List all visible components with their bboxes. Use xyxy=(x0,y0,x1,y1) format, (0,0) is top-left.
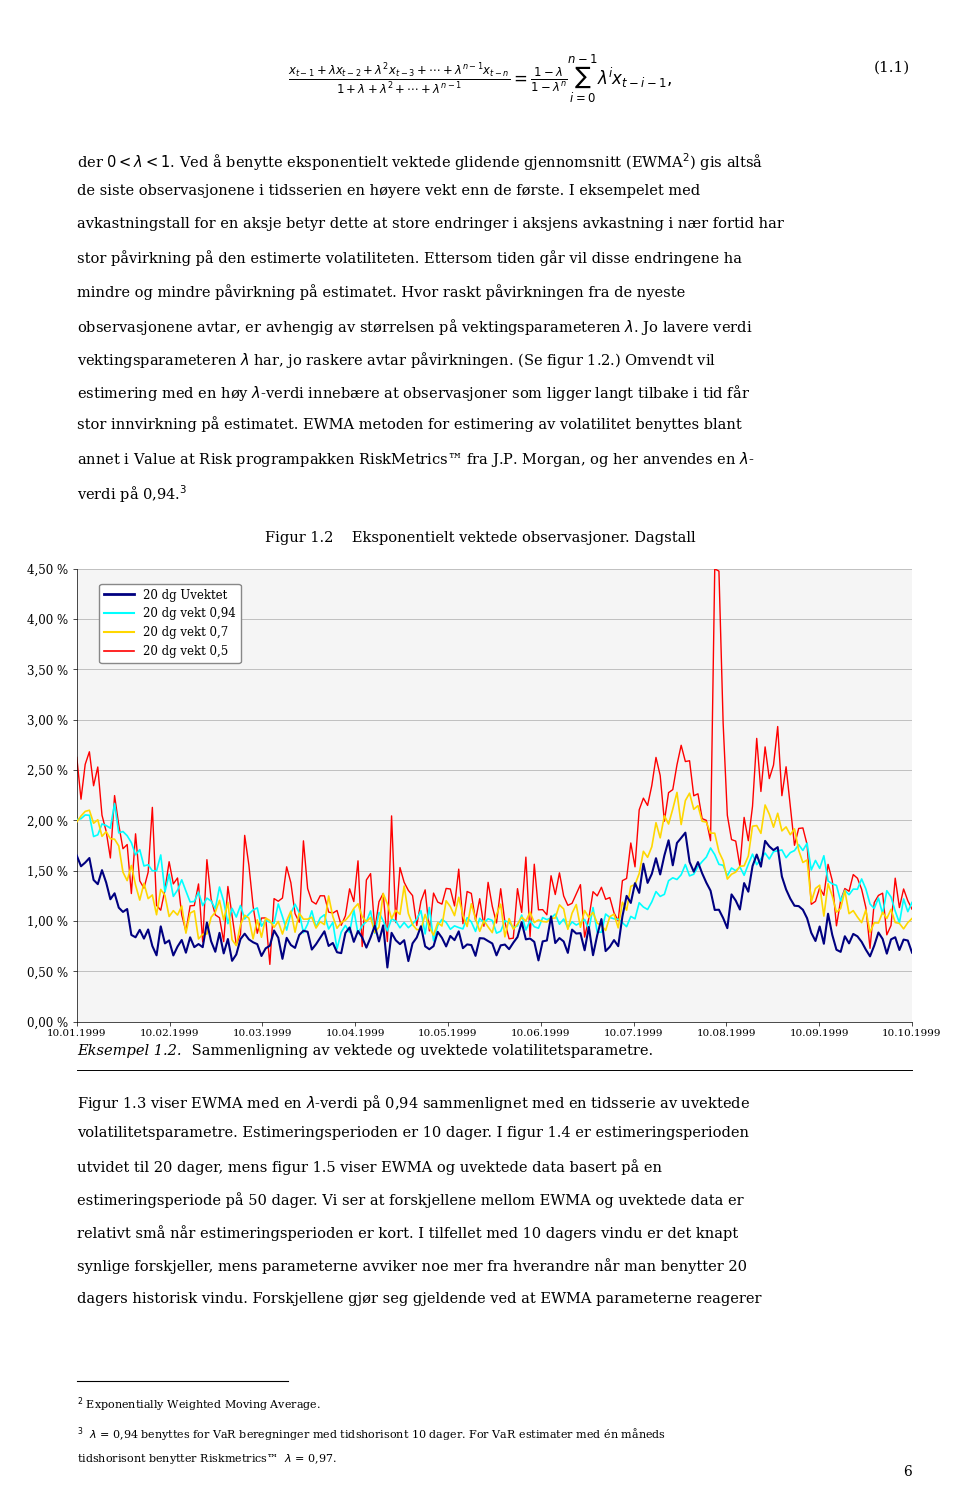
20 dg vekt 0,5 xyxy=(843,883,854,901)
Text: dagers historisk vindu. Forskjellene gjør seg gjeldende ved at EWMA parameterne : dagers historisk vindu. Forskjellene gjø… xyxy=(77,1292,761,1305)
20 dg vekt 0,7 xyxy=(105,830,116,848)
Text: $^2$ Exponentially Weighted Moving Average.: $^2$ Exponentially Weighted Moving Avera… xyxy=(77,1396,321,1414)
Text: Figur 1.2    Eksponentielt vektede observasjoner. Dagstall: Figur 1.2 Eksponentielt vektede observas… xyxy=(265,531,695,545)
Text: (1.1): (1.1) xyxy=(874,60,910,74)
Text: utvidet til 20 dager, mens figur 1.5 viser EWMA og uvektede data basert på en: utvidet til 20 dager, mens figur 1.5 vis… xyxy=(77,1159,661,1176)
20 dg vekt 0,5 xyxy=(121,836,132,854)
Text: mindre og mindre påvirkning på estimatet. Hvor raskt påvirkningen fra de nyeste: mindre og mindre påvirkning på estimatet… xyxy=(77,284,685,300)
Text: Figur 1.3 viser EWMA med en $\lambda$-verdi på 0,94 sammenlignet med en tidsseri: Figur 1.3 viser EWMA med en $\lambda$-ve… xyxy=(77,1093,750,1112)
20 dg vekt 0,5 xyxy=(709,560,721,578)
Line: 20 dg Uvektet: 20 dg Uvektet xyxy=(77,833,912,967)
20 dg Uvektet xyxy=(680,824,691,842)
Text: synlige forskjeller, mens parameterne avviker noe mer fra hverandre når man beny: synlige forskjeller, mens parameterne av… xyxy=(77,1259,747,1275)
Text: $\frac{x_{t-1} + \lambda x_{t-2} + \lambda^2 x_{t-3} + \cdots + \lambda^{n-1} x_: $\frac{x_{t-1} + \lambda x_{t-2} + \lamb… xyxy=(288,53,672,106)
20 dg vekt 0,5 xyxy=(264,955,276,973)
Text: tidshorisont benytter Riskmetrics™  $\lambda$ = 0,97.: tidshorisont benytter Riskmetrics™ $\lam… xyxy=(77,1452,337,1465)
20 dg vekt 0,7 xyxy=(227,931,238,949)
Text: de siste observasjonene i tidsserien en høyere vekt enn de første. I eksempelet : de siste observasjonene i tidsserien en … xyxy=(77,184,700,198)
Text: annet i Value at Risk programpakken RiskMetrics™ fra J.P. Morgan, og her anvende: annet i Value at Risk programpakken Risk… xyxy=(77,450,755,469)
20 dg vekt 0,7 xyxy=(298,910,309,928)
Text: Eksempel 1.2.: Eksempel 1.2. xyxy=(77,1044,181,1058)
20 dg vekt 0,7 xyxy=(843,904,854,922)
Text: stor påvirkning på den estimerte volatiliteten. Ettersom tiden går vil disse end: stor påvirkning på den estimerte volatil… xyxy=(77,250,742,267)
20 dg Uvektet xyxy=(382,958,394,976)
20 dg vekt 0,94 xyxy=(298,924,309,942)
20 dg vekt 0,5 xyxy=(298,831,309,850)
20 dg vekt 0,5 xyxy=(873,886,884,904)
20 dg vekt 0,7 xyxy=(873,914,884,933)
Text: volatilitetsparametre. Estimeringsperioden er 10 dager. I figur 1.4 er estimerin: volatilitetsparametre. Estimeringsperiod… xyxy=(77,1126,749,1139)
20 dg vekt 0,7 xyxy=(71,813,83,831)
Text: observasjonene avtar, er avhengig av størrelsen på vektingsparameteren $\lambda$: observasjonene avtar, er avhengig av stø… xyxy=(77,317,753,337)
20 dg vekt 0,94 xyxy=(71,810,83,828)
20 dg vekt 0,5 xyxy=(227,907,238,925)
20 dg vekt 0,94 xyxy=(873,889,884,907)
20 dg vekt 0,7 xyxy=(671,783,683,801)
Text: Sammenligning av vektede og uvektede volatilitetsparametre.: Sammenligning av vektede og uvektede vol… xyxy=(187,1044,654,1058)
20 dg vekt 0,5 xyxy=(906,899,918,917)
Text: relativt små når estimeringsperioden er kort. I tilfellet med 10 dagers vindu er: relativt små når estimeringsperioden er … xyxy=(77,1225,738,1242)
20 dg vekt 0,7 xyxy=(121,872,132,890)
Line: 20 dg vekt 0,5: 20 dg vekt 0,5 xyxy=(77,569,912,964)
20 dg vekt 0,94 xyxy=(230,908,242,927)
Text: estimering med en høy $\lambda$-verdi innebære at observasjoner som ligger langt: estimering med en høy $\lambda$-verdi in… xyxy=(77,383,750,403)
Line: 20 dg vekt 0,7: 20 dg vekt 0,7 xyxy=(77,792,912,946)
Text: stor innvirkning på estimatet. EWMA metoden for estimering av volatilitet benytt: stor innvirkning på estimatet. EWMA meto… xyxy=(77,416,741,433)
20 dg Uvektet xyxy=(121,899,132,917)
20 dg Uvektet xyxy=(873,924,884,942)
20 dg vekt 0,94 xyxy=(108,794,120,812)
Text: verdi på 0,94.$^3$: verdi på 0,94.$^3$ xyxy=(77,483,187,504)
20 dg vekt 0,94 xyxy=(331,940,343,958)
Text: vektingsparameteren $\lambda$ har, jo raskere avtar påvirkningen. (Se figur 1.2.: vektingsparameteren $\lambda$ har, jo ra… xyxy=(77,350,716,370)
20 dg vekt 0,7 xyxy=(906,910,918,928)
Text: estimeringsperiode på 50 dager. Vi ser at forskjellene mellom EWMA og uvektede d: estimeringsperiode på 50 dager. Vi ser a… xyxy=(77,1192,743,1209)
20 dg vekt 0,5 xyxy=(105,850,116,868)
20 dg vekt 0,7 xyxy=(230,937,242,955)
20 dg Uvektet xyxy=(105,890,116,908)
20 dg vekt 0,94 xyxy=(843,886,854,904)
Text: avkastningstall for en aksje betyr dette at store endringer i aksjens avkastning: avkastningstall for en aksje betyr dette… xyxy=(77,217,783,231)
20 dg Uvektet xyxy=(843,934,854,952)
20 dg vekt 0,94 xyxy=(906,893,918,911)
20 dg Uvektet xyxy=(71,847,83,865)
20 dg vekt 0,94 xyxy=(126,833,137,851)
20 dg Uvektet xyxy=(227,952,238,970)
Text: $^3$  $\lambda$ = 0,94 benyttes for VaR beregninger med tidshorisont 10 dager. F: $^3$ $\lambda$ = 0,94 benyttes for VaR b… xyxy=(77,1426,666,1444)
Line: 20 dg vekt 0,94: 20 dg vekt 0,94 xyxy=(77,803,912,949)
20 dg vekt 0,94 xyxy=(105,819,116,837)
Legend: 20 dg Uvektet, 20 dg vekt 0,94, 20 dg vekt 0,7, 20 dg vekt 0,5: 20 dg Uvektet, 20 dg vekt 0,94, 20 dg ve… xyxy=(100,584,241,662)
20 dg Uvektet xyxy=(294,927,305,945)
20 dg Uvektet xyxy=(906,943,918,961)
20 dg vekt 0,5 xyxy=(71,748,83,767)
Text: der $0 < \lambda < 1$. Ved å benytte eksponentielt vektede glidende gjennomsnitt: der $0 < \lambda < 1$. Ved å benytte eks… xyxy=(77,151,763,172)
Text: 6: 6 xyxy=(903,1465,912,1479)
